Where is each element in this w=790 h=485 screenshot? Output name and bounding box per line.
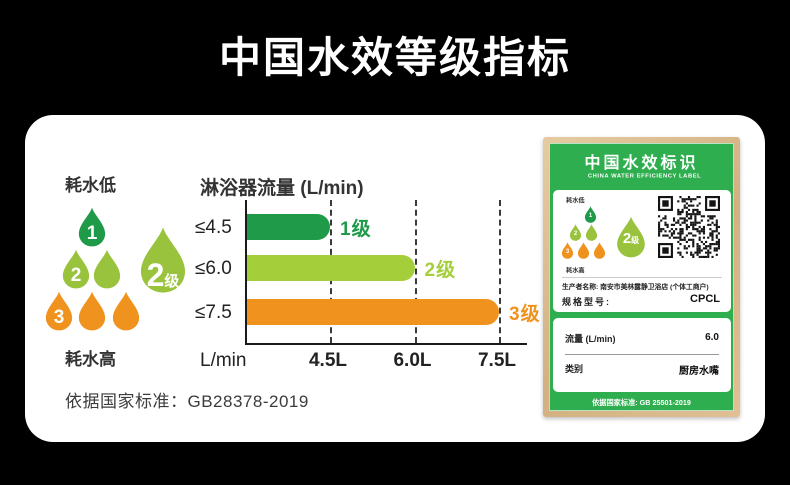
x-axis-label: L/min [200, 350, 247, 371]
grade3-drop-icon [77, 291, 107, 331]
bar-grade3 [247, 299, 499, 325]
label-grade3-drop-icon: 3 [561, 242, 574, 259]
content-card: 耗水低 1 2 3 2级 耗水高 淋浴器流量 (L/min) 1级 [25, 115, 765, 442]
category-row: 类别 厨房水嘴 [565, 362, 719, 377]
bar-row-grade1: 1级 [247, 214, 372, 240]
producer-row: 生产者名称: 南安市美林露静卫浴店 (个体工商户) [562, 281, 709, 291]
x-tick-1: 4.5L [308, 350, 348, 371]
gridline [499, 200, 501, 343]
label-grade-panel: 耗水低 1 2 3 [553, 190, 731, 312]
bar-grade1 [247, 214, 330, 240]
label-grade3-drop-icon [593, 242, 606, 259]
grade3-drop-icon [111, 291, 141, 331]
flow-row: 流量 (L/min) 6.0 [565, 332, 719, 346]
y-tick-3: ≤7.5 [195, 302, 232, 323]
label-standard-footer: 依据国家标准: GB 25501-2019 [592, 399, 691, 407]
model-label: 规格型号: [562, 297, 611, 307]
grade1-number: 1 [86, 222, 98, 244]
divider [565, 354, 719, 355]
current-grade-text: 2级 [146, 257, 180, 293]
model-value: CPCL [690, 293, 720, 305]
grade3-number: 3 [53, 306, 65, 328]
efficiency-label-subtitle: CHINA WATER EFFICIENCY LABEL [587, 173, 702, 180]
current-grade-drop-icon: 2级 [139, 221, 187, 299]
national-standard-note: 依据国家标准：GB28378-2019 [65, 392, 309, 411]
efficiency-label-header: 中国水效标识 CHINA WATER EFFICIENCY LABEL [549, 149, 734, 184]
grade1-drop-icon: 1 [77, 207, 107, 247]
label-water-low: 耗水低 [566, 197, 585, 205]
label-grade3-drop-icon [577, 242, 590, 259]
gridline [414, 200, 417, 343]
model-row: 规格型号: CPCL [562, 293, 722, 309]
efficiency-label-frame: 中国水效标识 CHINA WATER EFFICIENCY LABEL 耗水低 … [543, 137, 740, 417]
bar-row-grade3: 3级 [247, 299, 541, 325]
producer-value: 南安市美林露静卫浴店 (个体工商户) [600, 283, 709, 292]
page-title: 中国水效等级指标 [218, 34, 571, 81]
label-grade2-drop-icon [585, 224, 598, 241]
x-tick-3: 7.5L [477, 350, 517, 371]
qr-code [656, 196, 722, 258]
water-low-label: 耗水低 [65, 176, 116, 195]
label-grade2-drop-icon: 2 [569, 224, 582, 241]
divider [562, 277, 722, 278]
y-tick-2: ≤6.0 [195, 258, 232, 279]
label-spec-panel: 流量 (L/min) 6.0 类别 厨房水嘴 [553, 318, 731, 392]
bar-grade2 [247, 255, 415, 281]
efficiency-label: 中国水效标识 CHINA WATER EFFICIENCY LABEL 耗水低 … [549, 143, 734, 411]
grade2-drop-icon: 2 [61, 249, 91, 289]
grade3-drop-icon: 3 [44, 291, 74, 331]
flow-label: 流量 (L/min) [565, 334, 616, 344]
producer-label: 生产者名称: [562, 283, 599, 292]
grade2-number: 2 [70, 264, 82, 286]
water-high-label: 耗水高 [65, 350, 116, 369]
bar-row-grade2: 2级 [247, 255, 456, 281]
x-tick-2: 6.0L [393, 350, 432, 371]
bar-label-grade2: 2级 [424, 259, 457, 281]
efficiency-label-title: 中国水效标识 [584, 155, 699, 172]
category-label: 类别 [565, 364, 584, 374]
chart-title: 淋浴器流量 (L/min) [200, 178, 364, 199]
flow-value: 6.0 [705, 332, 719, 343]
label-water-high: 耗水高 [566, 267, 585, 275]
bar-label-grade1: 1级 [340, 218, 372, 240]
bar-label-grade3: 3级 [509, 303, 541, 325]
label-grade1-drop-icon: 1 [584, 206, 597, 223]
label-current-grade-drop-icon: 2级 [615, 216, 647, 258]
category-value: 厨房水嘴 [679, 366, 719, 377]
grade2-drop-icon [92, 249, 122, 289]
y-tick-1: ≤4.5 [195, 217, 232, 238]
label-current-grade-text: 2级 [622, 230, 640, 247]
